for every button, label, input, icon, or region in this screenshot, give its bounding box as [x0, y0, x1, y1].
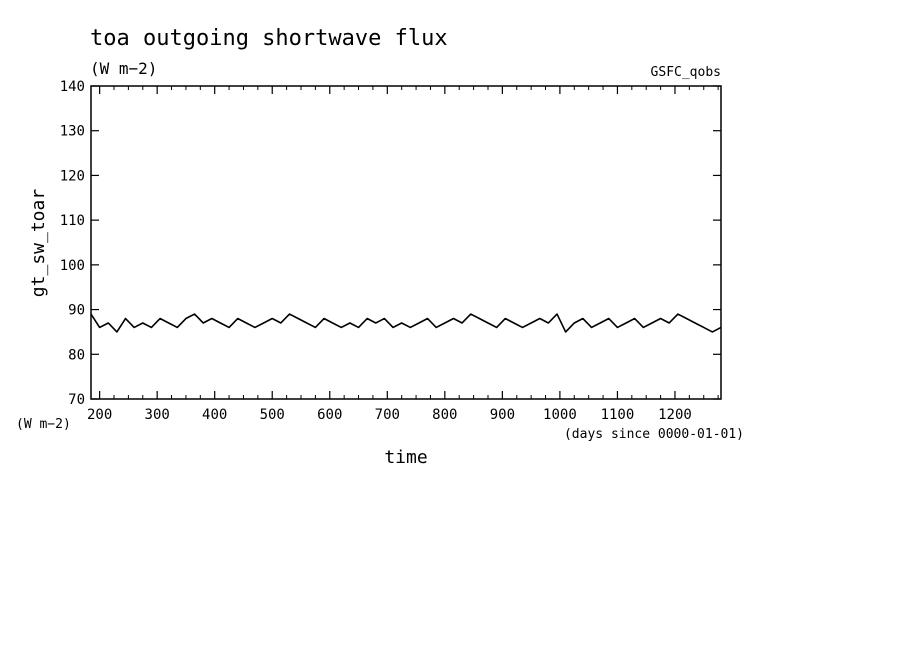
x-tick-label: 800: [432, 407, 457, 423]
x-axis-units: (days since 0000-01-01): [564, 427, 744, 442]
plot-frame: [90, 85, 722, 400]
y-tick-label: 140: [60, 79, 85, 95]
source-label: GSFC_qobs: [651, 65, 721, 80]
x-tick-label: 600: [317, 407, 342, 423]
x-tick-label: 500: [260, 407, 285, 423]
x-axis: 200 300 400 500 600 700 800 900 1000 1100 1200: [87, 86, 719, 423]
y-axis: 70 80 90 100 110 120 130 140: [60, 79, 721, 408]
y-tick-label: 100: [60, 258, 85, 274]
y-tick-label: 130: [60, 124, 85, 140]
x-tick-label: 1200: [658, 407, 692, 423]
chart-title: toa outgoing shortwave flux: [90, 26, 448, 51]
y-axis-units: (W m−2): [16, 417, 71, 432]
y-tick-label: 70: [68, 392, 85, 408]
y-tick-label: 110: [60, 213, 85, 229]
x-tick-label: 700: [375, 407, 400, 423]
x-axis-title: time: [384, 447, 427, 468]
x-tick-label: 200: [87, 407, 112, 423]
y-tick-label: 80: [68, 347, 85, 363]
x-tick-label: 1100: [601, 407, 635, 423]
y-tick-label: 90: [68, 303, 85, 319]
y-axis-title: gt_sw_toar: [28, 189, 49, 298]
series-line-0: [90, 313, 722, 333]
series-layer: [90, 313, 722, 333]
x-tick-label: 300: [145, 407, 170, 423]
y-tick-label: 120: [60, 168, 85, 184]
chart-subtitle: (W m−2): [90, 59, 157, 78]
x-tick-label: 1000: [543, 407, 577, 423]
x-tick-label: 400: [202, 407, 227, 423]
x-tick-label: 900: [490, 407, 515, 423]
